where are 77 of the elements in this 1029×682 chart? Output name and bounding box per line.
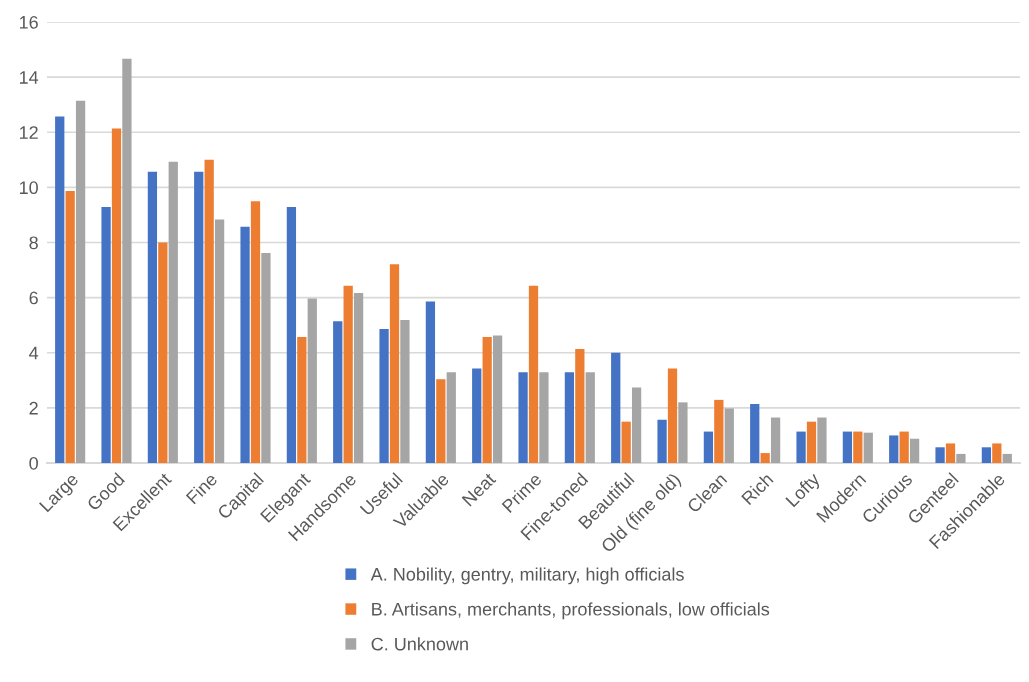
- bar: [621, 421, 631, 463]
- bar: [353, 292, 364, 463]
- bar: [750, 404, 760, 463]
- bar: [147, 171, 158, 463]
- bar: [168, 161, 178, 463]
- y-tick-label: 16: [19, 15, 38, 29]
- legend-label: A. Nobility, gentry, military, high officials: [370, 567, 684, 585]
- bar: [122, 58, 132, 463]
- bar: [945, 443, 956, 463]
- bar: [575, 348, 585, 463]
- bar: [250, 201, 261, 463]
- bar: [101, 206, 111, 463]
- bar: [379, 329, 389, 463]
- bar: [853, 431, 863, 463]
- y-tick-label: 14: [19, 71, 39, 84]
- bar: [204, 159, 214, 463]
- y-tick-label: 4: [29, 346, 39, 360]
- bar: [899, 431, 909, 463]
- x-tick-label: Fine: [185, 471, 218, 505]
- y-tick-label: 8: [29, 236, 38, 250]
- bar: [760, 453, 770, 463]
- bar: [307, 298, 317, 463]
- y-tick-label: 2: [29, 401, 38, 415]
- bar: [518, 372, 528, 463]
- bar: [992, 443, 1002, 463]
- bar: [956, 453, 966, 463]
- legend-label: B. Artisans, merchants, professionals, low officials: [372, 602, 770, 620]
- bar: [770, 417, 781, 463]
- bar: [539, 372, 549, 463]
- bar: [472, 368, 482, 463]
- bar: [446, 372, 456, 463]
- bar: [863, 432, 873, 463]
- bar: [935, 447, 945, 463]
- bar: [611, 352, 621, 463]
- bar: [333, 321, 343, 463]
- bar: [981, 447, 992, 463]
- y-tick-label: 10: [19, 181, 38, 195]
- bar: [703, 431, 714, 463]
- bar: [817, 417, 827, 463]
- bar: [842, 431, 853, 463]
- bar: [631, 387, 642, 463]
- bar: [528, 285, 539, 463]
- bar: [585, 372, 595, 463]
- bar: [667, 368, 678, 463]
- bar: [240, 226, 250, 463]
- bar: [75, 100, 86, 463]
- bar: [492, 335, 503, 463]
- bar: [806, 421, 817, 463]
- bar: [261, 252, 271, 463]
- bar: [657, 419, 667, 463]
- bar: [482, 337, 492, 463]
- bar: [796, 431, 806, 463]
- bar: [214, 219, 225, 463]
- bar: [389, 264, 400, 463]
- bar: [564, 372, 575, 463]
- bar: [909, 438, 920, 463]
- x-tick-label: Rich: [740, 472, 774, 506]
- bar: [1002, 453, 1012, 463]
- bar: [286, 206, 297, 463]
- bar: [714, 399, 724, 463]
- legend-label: C. Unknown: [371, 637, 468, 651]
- bar: [194, 171, 204, 463]
- bar: [425, 301, 436, 463]
- bar: [158, 242, 168, 463]
- bar: [400, 319, 410, 463]
- bar: [55, 116, 65, 463]
- y-tick-label: 12: [19, 126, 38, 139]
- y-tick-label: 6: [29, 291, 38, 305]
- bar: [889, 435, 899, 463]
- bar: [111, 128, 122, 463]
- bar: [65, 190, 75, 463]
- bar: [436, 379, 446, 463]
- bar: [678, 402, 688, 463]
- bar: [343, 285, 353, 463]
- y-tick-label: 0: [29, 456, 38, 470]
- bar: [297, 337, 307, 463]
- bar: [724, 408, 734, 463]
